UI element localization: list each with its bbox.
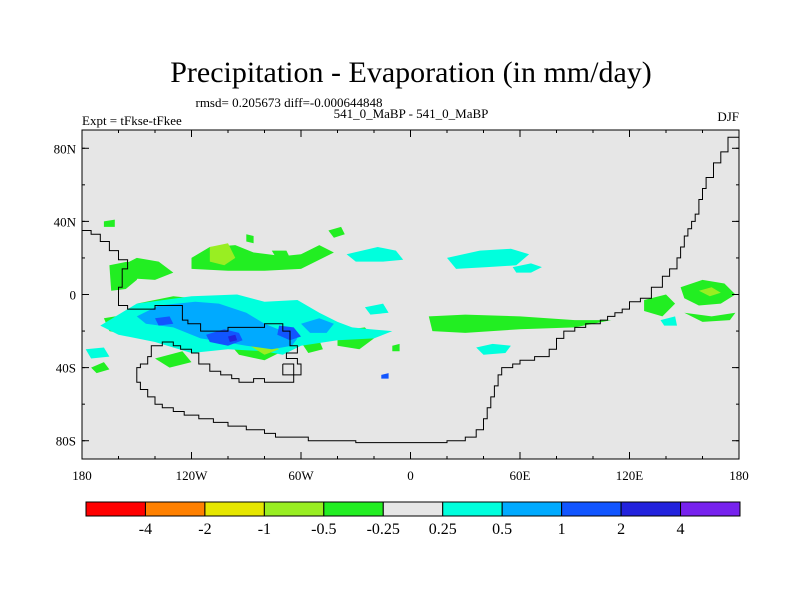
x-tick-label: 120E — [616, 468, 644, 483]
comparison-label: 541_0_MaBP - 541_0_MaBP — [334, 106, 489, 121]
y-tick-label: 0 — [70, 288, 77, 303]
contour-region — [246, 234, 254, 244]
contour-region — [381, 373, 389, 379]
coastline — [282, 363, 295, 376]
contour-region — [428, 314, 612, 333]
contour-region — [364, 303, 389, 315]
experiment-label: Expt = tFkse-tFkee — [82, 113, 182, 128]
y-tick-label: 40N — [54, 214, 77, 229]
y-tick-label: 40S — [56, 361, 76, 376]
x-tick-label: 180 — [729, 468, 749, 483]
contour-region — [698, 287, 721, 297]
x-axis: 180 120W 60W 0 60E 120E 180 — [72, 130, 749, 483]
colorbar-swatch — [85, 501, 146, 517]
colorbar-swatch — [144, 501, 206, 517]
y-axis: 80N 40N 0 40S 80S — [54, 141, 739, 449]
coastlines — [82, 136, 739, 444]
x-tick-label: 180 — [72, 468, 92, 483]
colorbar-swatch — [501, 501, 563, 517]
contour-region — [155, 316, 174, 326]
colorbar-swatch — [382, 501, 444, 517]
contour-region — [644, 294, 676, 317]
stats-label: rmsd= 0.205673 diff=-0.000644848 — [195, 95, 382, 110]
colorbar-swatch — [620, 501, 682, 517]
colorbar-label: 0.25 — [429, 521, 457, 538]
season-label: DJF — [717, 109, 739, 124]
y-tick-label: 80S — [56, 434, 76, 449]
contour-region — [103, 219, 115, 227]
contour-region — [301, 318, 334, 333]
colorbar-swatch — [323, 501, 384, 517]
contour-region — [206, 329, 243, 346]
colorbar-label: 0.5 — [492, 521, 512, 538]
colorbar-swatch — [204, 501, 265, 517]
colorbar: -4 -2 -1 -0.5 -0.25 0.25 0.5 1 2 4 — [85, 501, 741, 538]
x-tick-label: 60W — [288, 468, 314, 483]
contour-region — [346, 247, 404, 262]
contour-region — [209, 243, 236, 266]
colorbar-swatch — [263, 501, 325, 517]
colorbar-swatch — [561, 501, 622, 517]
chart-title: Precipitation - Evaporation (in mm/day) — [170, 56, 652, 89]
plot-background — [82, 130, 739, 459]
contour-region — [85, 347, 110, 359]
contour-region — [684, 312, 736, 322]
contour-region — [392, 343, 400, 352]
x-tick-label: 60E — [510, 468, 531, 483]
coastline — [82, 136, 739, 444]
colorbar-label: -1 — [258, 521, 271, 538]
contour-region — [228, 334, 238, 342]
contour-region — [476, 343, 511, 355]
x-tick-label: 0 — [407, 468, 414, 483]
contour-region — [271, 250, 290, 260]
contour-region — [109, 261, 141, 291]
y-tick-label: 80N — [54, 141, 77, 156]
colorbar-label: -2 — [198, 521, 211, 538]
colorbar-swatch — [680, 501, 741, 517]
contour-region — [155, 351, 192, 368]
contour-region — [660, 316, 677, 326]
filled-contours — [85, 219, 736, 379]
contour-region — [328, 226, 345, 238]
contour-region — [91, 362, 110, 374]
colorbar-label: -0.5 — [311, 521, 336, 538]
colorbar-label: 4 — [677, 521, 685, 538]
x-tick-label: 120W — [176, 468, 209, 483]
contour-region — [512, 263, 542, 273]
colorbar-label: 1 — [558, 521, 566, 538]
colorbar-label: -0.25 — [367, 521, 400, 538]
colorbar-label: 2 — [617, 521, 625, 538]
colorbar-label: -4 — [139, 521, 152, 538]
contour-region — [136, 301, 298, 350]
contour-region — [447, 248, 530, 269]
colorbar-swatch — [442, 501, 503, 517]
